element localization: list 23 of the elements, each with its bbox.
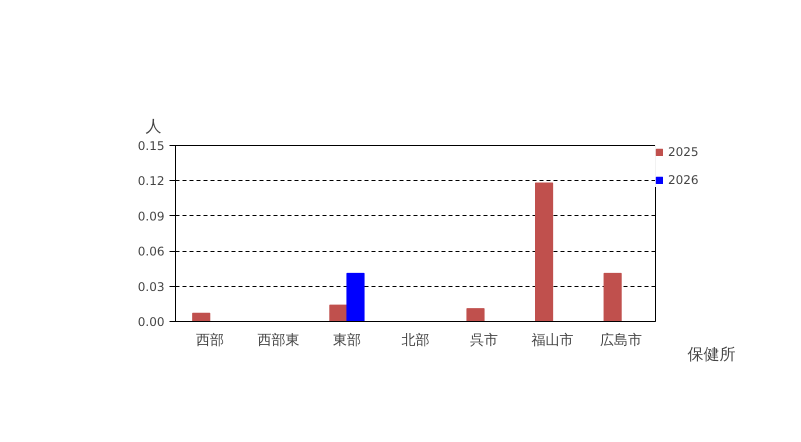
x-tick-label: 呉市 [470,332,498,348]
legend-label: 2026 [668,173,699,187]
x-tick-label: 福山市 [532,332,574,348]
y-tick-label: 0.06 [138,244,164,259]
x-tick-label: 広島市 [600,332,642,348]
x-tick-label: 東部 [332,332,361,348]
y-tick-label: 0.09 [138,209,164,224]
y-tick-label: 0.03 [138,280,164,294]
bar [346,272,365,322]
y-tick-label: 0.15 [138,139,164,153]
x-tick-label: 北部 [402,332,430,348]
bar [535,182,554,322]
x-tick-label: 西部 [196,332,224,348]
x-axis-title: 保健所 [688,344,736,364]
bar [466,308,485,322]
y-tick-label: 0.12 [138,174,164,188]
bar [604,272,622,322]
y-axis-title: 人 [146,116,162,136]
y-tick-label: 0.00 [138,315,164,329]
bar [329,304,348,322]
x-tick-label: 西部東 [257,332,300,348]
legend-label: 2025 [668,145,699,159]
bar [192,312,210,322]
